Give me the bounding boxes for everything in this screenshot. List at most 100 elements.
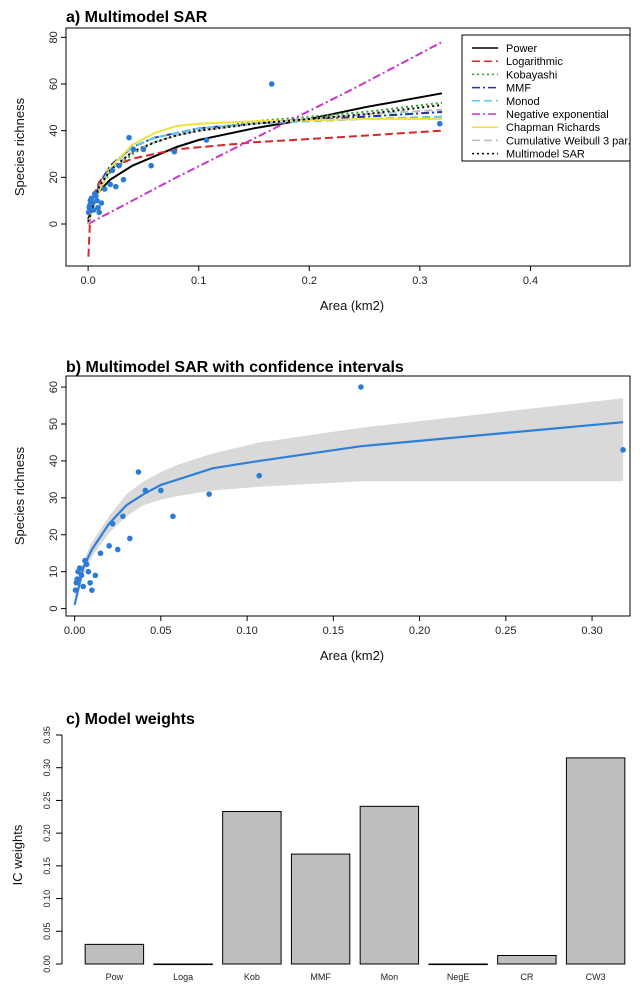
b-data-point [135,469,142,475]
b-data-point [85,568,92,575]
bar [153,963,213,966]
b-xtick-label: 0.00 [64,625,85,637]
b-data-point [80,583,87,590]
b-ytick-label: 0 [48,606,60,612]
b-ytick-label: 10 [48,566,60,578]
c-ytick-label: 0.25 [42,792,52,810]
a-data-point [203,137,210,143]
a-data-point [98,200,105,206]
b-data-point [106,543,112,549]
panel-c-title: c) Model weights [66,711,195,728]
a-data-point [109,167,116,174]
a-data-point [90,207,97,213]
b-xtick-label: 0.10 [236,625,257,637]
b-data-point [358,384,364,390]
a-data-point [101,186,108,192]
a-ytick-label: 40 [48,125,60,137]
b-data-point [170,513,176,520]
bar [222,811,282,965]
b-ytick-label: 20 [48,529,60,541]
a-data-point [89,200,96,206]
a-data-point [116,162,122,169]
panel-a: a) Multimodel SAR Species richness Area … [12,9,631,313]
a-ytick-label: 60 [48,78,60,90]
b-data-point [256,472,262,479]
a-ytick-label: 20 [48,171,60,183]
a-data-point [148,162,154,169]
legend-label: Cumulative Weibull 3 par. [506,135,631,147]
confidence-band [74,398,624,609]
a-data-point [93,193,99,199]
legend-label: Logarithmic [506,56,563,68]
panel-c: c) Model weights IC weights 0.00 0.05 0.10… [10,711,626,982]
category-label: MMF [310,972,331,982]
b-data-point [120,513,126,520]
a-data-point [107,181,114,188]
b-data-point [158,487,164,494]
legend-label: Monod [506,96,540,108]
a-data-point [140,146,147,153]
c-ytick-label: 0.30 [42,759,52,777]
b-xtick-label: 0.05 [150,625,171,637]
b-data-point [206,491,212,497]
category-label: NegE [447,972,470,982]
panel-b-frame [65,375,631,617]
a-data-point [94,197,100,204]
a-data-point [112,183,119,190]
bar [359,805,420,965]
legend-label: Power [506,43,538,55]
c-ytick-label: 0.10 [42,890,52,908]
b-data-point [78,572,85,579]
panel-b-xlabel: Area (km2) [320,648,384,663]
a-series-line [87,41,443,225]
c-ytick-label: 0.05 [42,923,52,941]
panel-a-title: a) Multimodel SAR [66,9,208,26]
c-ytick-label: 0.35 [42,726,52,744]
a-data-point [96,209,102,216]
a-series-line [87,108,443,225]
b-data-point [97,550,104,557]
legend-label: Kobayashi [506,69,557,81]
a-xtick-label: 0.2 [302,275,317,287]
a-data-point [268,81,275,87]
b-ytick-label: 30 [48,492,60,504]
c-ytick-label: 0.20 [42,824,52,842]
category-label: CR [520,972,533,982]
a-series-line [87,101,443,225]
category-label: Kob [244,972,260,982]
b-data-point [74,576,81,582]
b-data-point [83,561,90,568]
bar [84,943,145,965]
fit-line [73,421,624,606]
b-data-point [142,487,149,494]
panel-a-ylabel: Species richness [12,97,27,196]
b-xtick-label: 0.20 [409,625,430,637]
a-xtick-label: 0.0 [80,275,95,287]
b-xtick-label: 0.15 [323,625,344,637]
b-data-point [127,535,133,542]
b-data-point [87,579,93,586]
category-label: Mon [381,972,399,982]
a-data-point [95,204,101,211]
b-xtick-label: 0.25 [495,625,516,637]
legend-label: MMF [506,83,531,95]
legend-label: Multimodel SAR [506,149,585,161]
legend-label: Negative exponential [506,109,609,121]
category-label: CW3 [586,972,606,982]
a-xtick-label: 0.4 [523,275,538,287]
a-data-point [130,146,137,153]
c-ytick-label: 0.15 [42,857,52,875]
b-data-point [109,520,116,527]
panel-b-ylabel: Species richness [12,446,27,545]
b-data-point [89,587,95,593]
a-data-point [126,134,132,141]
bar [497,954,557,965]
b-ytick-label: 60 [48,381,60,393]
a-series-line [87,111,443,225]
b-data-point [620,447,626,453]
b-data-point [76,565,83,571]
b-data-point [92,572,99,579]
b-data-point [114,546,121,553]
a-data-point [436,120,443,127]
